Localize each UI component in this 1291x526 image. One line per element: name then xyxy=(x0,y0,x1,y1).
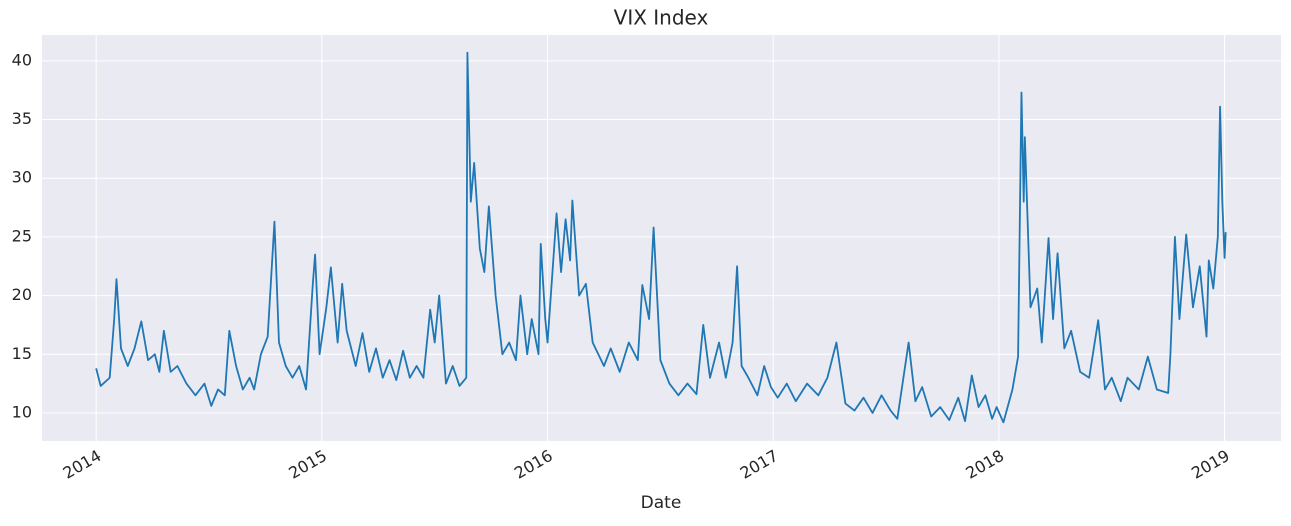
y-tick-label: 40 xyxy=(12,50,32,69)
plot-area xyxy=(42,35,1281,441)
y-tick-label: 10 xyxy=(12,402,32,421)
y-tick-label: 20 xyxy=(12,285,32,304)
x-axis-label: Date xyxy=(641,493,682,513)
x-tick-label: 2019 xyxy=(1188,446,1233,483)
x-tick-label: 2015 xyxy=(285,446,330,483)
y-tick-label: 30 xyxy=(12,168,32,187)
y-tick-label: 25 xyxy=(12,226,32,245)
chart-title: VIX Index xyxy=(614,6,709,30)
data-line xyxy=(95,51,1227,424)
y-tick-label: 35 xyxy=(12,109,32,128)
x-tick-label: 2016 xyxy=(511,446,556,483)
x-tick-label: 2018 xyxy=(962,446,1007,483)
y-tick-label: 15 xyxy=(12,344,32,363)
x-tick-label: 2017 xyxy=(737,446,782,483)
x-tick-label: 2014 xyxy=(60,446,105,483)
